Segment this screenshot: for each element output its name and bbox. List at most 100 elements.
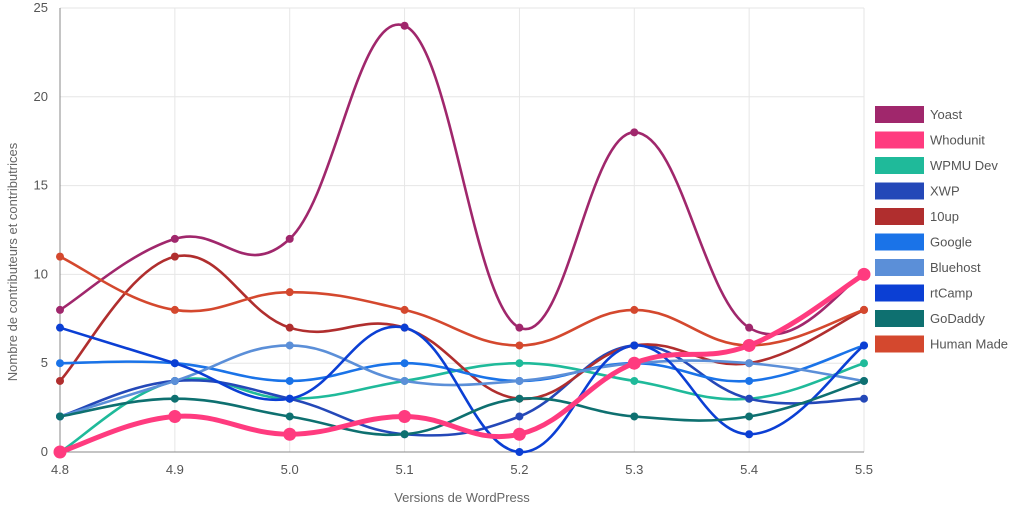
y-tick-label: 0 [41,444,48,459]
series-line-wpmu-dev [58,361,866,454]
data-point [515,323,524,332]
data-point [515,394,524,403]
data-point [400,376,409,385]
data-point [170,359,179,368]
legend-swatch [875,131,924,149]
data-point [400,359,409,368]
y-axis-title: Nombre de contributeurs et contributrice… [5,142,20,381]
series-line-human-made [58,255,866,347]
legend-swatch [875,310,924,327]
legend-swatch [875,259,924,276]
data-point [285,394,294,403]
data-point [630,376,639,385]
x-tick-label: 4.9 [166,462,184,477]
series-line-yoast [58,23,866,336]
series-line-whodunit [57,271,867,455]
data-point [515,359,524,368]
legend-item-godaddy: GoDaddy [875,310,985,327]
legend-item-bluehost: Bluehost [875,259,981,276]
data-point [745,323,754,332]
data-point [56,376,64,385]
data-point [56,323,64,332]
legend-item-wpmu-dev: WPMU Dev [875,157,998,174]
data-point [170,394,179,403]
legend-label: GoDaddy [930,311,985,326]
x-tick-label: 5.1 [396,462,414,477]
data-point [283,427,297,441]
x-tick-label: 5.0 [281,462,299,477]
legend-label: Whodunit [930,133,985,148]
data-point [515,376,524,385]
data-point [285,412,294,421]
legend-label: Bluehost [930,260,981,275]
legend-item-whodunit: Whodunit [875,131,985,149]
data-point [53,445,67,459]
data-point [745,430,754,439]
data-point [860,376,868,385]
legend-label: Human Made [930,337,1008,352]
legend-swatch [875,182,924,200]
data-point [398,409,412,423]
legend-swatch [875,233,924,251]
series-xwp [56,341,868,439]
data-point [285,323,294,332]
legend: Yoast Whodunit WPMU Dev XWP 10up Google Blueho… [875,106,1008,353]
data-point [170,252,179,261]
series-wpmu-dev [56,359,868,456]
y-tick-label: 15 [34,178,48,193]
data-point [515,448,524,456]
legend-swatch [875,106,924,123]
data-point [630,305,639,314]
x-tick-label: 5.4 [740,462,758,477]
data-point [857,267,871,281]
data-point [860,394,868,403]
data-point [742,338,756,352]
legend-swatch [875,284,924,302]
legend-label: XWP [930,184,960,199]
legend-label: 10up [930,209,959,224]
series-godaddy [56,376,868,439]
legend-item-yoast: Yoast [875,106,962,123]
y-tick-label: 5 [41,355,48,370]
legend-swatch [875,157,924,174]
legend-label: rtCamp [930,286,973,301]
legend-label: WPMU Dev [930,158,998,173]
y-tick-label: 25 [34,0,48,15]
data-point [745,359,754,368]
legend-swatch [875,208,924,225]
data-point [285,341,294,350]
legend-label: Yoast [930,107,962,122]
series-layer [53,21,871,459]
legend-item-rtcamp: rtCamp [875,284,973,302]
data-point [860,305,868,314]
data-point [515,412,524,421]
series-line-rtcamp [58,325,866,454]
x-tick-label: 5.5 [855,462,873,477]
data-point [170,234,179,243]
legend-item-xwp: XWP [875,182,960,200]
data-point [860,359,868,368]
y-tick-label: 10 [34,266,48,281]
data-point [745,394,754,403]
data-point [168,409,182,423]
legend-item-human-made: Human Made [875,335,1008,353]
axes: 0 5 10 15 20 25 4.8 4.9 5.0 5.1 5.2 5.3 5.4 5.5 [34,0,874,477]
series-human-made [56,252,868,350]
series-line-10up [58,254,866,401]
data-point [515,341,524,350]
x-tick-label: 5.2 [510,462,528,477]
data-point [285,288,294,297]
data-point [630,412,639,421]
series-rtcamp [56,323,868,456]
data-point [170,376,179,385]
data-point [56,305,64,314]
legend-item-10up: 10up [875,208,959,225]
data-point [630,128,639,137]
data-point [285,234,294,243]
x-tick-label: 5.3 [625,462,643,477]
series-line-bluehost [58,344,866,418]
data-point [285,376,294,385]
series-yoast [56,21,868,336]
series-line-godaddy [58,379,866,437]
